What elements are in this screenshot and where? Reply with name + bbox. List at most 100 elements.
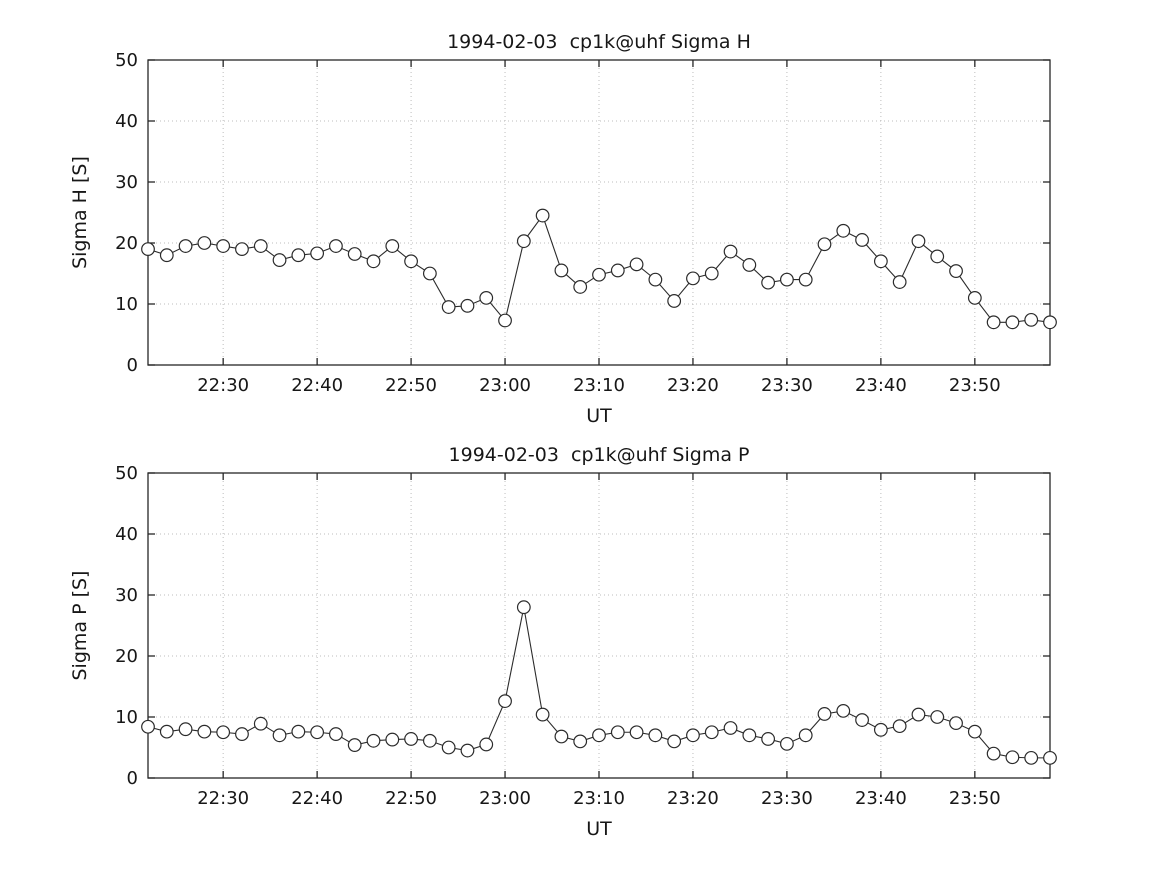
data-point-marker [310,725,325,740]
data-point-marker [141,242,155,257]
data-point-marker [441,300,456,314]
data-point-marker [291,248,306,263]
x-tick-label: 23:00 [479,788,531,809]
data-point-marker [404,732,418,746]
y-tick-label: 0 [127,355,138,376]
x-tick-label: 23:40 [855,375,907,396]
data-point-marker [911,707,926,722]
data-point-marker [855,713,869,727]
data-point-marker [554,263,569,278]
y-tick-label: 10 [115,707,138,728]
x-tick-label: 23:50 [949,375,1001,396]
data-point-marker [404,254,418,269]
y-tick-label: 10 [115,294,138,315]
chart-title: 1994-02-03 cp1k@uhf Sigma P [449,444,750,466]
data-point-marker [235,727,249,741]
data-point-marker [460,743,475,758]
data-point-marker [686,271,700,286]
data-point-marker [441,740,456,755]
data-point-marker [629,257,644,272]
data-point-marker [216,239,231,253]
data-point-marker [704,266,719,281]
data-point-marker [329,239,343,253]
data-point-marker [1043,750,1057,765]
data-point-marker [836,704,851,718]
data-point-marker [235,242,249,257]
x-tick-label: 22:50 [385,788,437,809]
data-point-marker [723,244,738,259]
x-tick-label: 23:00 [479,375,531,396]
data-point-marker [667,294,682,308]
chart-title: 1994-02-03 cp1k@uhf Sigma H [447,31,751,53]
data-point-marker [253,239,268,253]
x-tick-label: 23:10 [573,375,625,396]
data-point-marker [967,291,982,305]
data-point-marker [385,732,400,747]
y-axis-label: Sigma P [S] [69,571,91,681]
data-point-marker [347,738,362,752]
y-tick-label: 40 [115,111,138,132]
data-point-marker [516,234,531,249]
data-point-marker [873,722,888,737]
data-point-marker [1043,315,1057,330]
data-point-marker [1005,315,1020,330]
data-point-marker [573,280,588,294]
data-point-marker [141,719,155,734]
y-tick-label: 20 [115,233,138,254]
data-point-marker [272,728,287,743]
data-point-marker [798,728,813,743]
data-point-marker [366,733,381,748]
data-point-marker [798,272,813,287]
data-point-marker [742,728,757,743]
x-tick-label: 23:20 [667,375,719,396]
data-point-marker [967,724,982,739]
data-point-marker [986,746,1001,761]
data-point-marker [178,722,193,737]
data-point-marker [535,208,550,223]
data-point-marker [648,728,663,743]
data-point-marker [780,736,794,751]
data-point-marker [742,258,757,272]
data-point-marker [329,727,343,741]
data-point-marker [704,725,719,740]
data-point-marker [592,267,606,282]
data-point-marker [422,266,437,281]
x-tick-label: 23:50 [949,788,1001,809]
y-axis-label: Sigma H [S] [69,156,91,269]
data-point-marker [949,264,963,278]
data-point-marker [291,724,306,739]
data-point-marker [554,729,569,744]
y-tick-label: 50 [115,50,138,71]
y-tick-label: 50 [115,463,138,484]
y-tick-label: 20 [115,646,138,667]
data-point-marker [1024,312,1039,327]
x-tick-label: 22:40 [291,375,343,396]
data-point-marker [366,254,381,269]
data-point-marker [253,716,268,731]
x-tick-label: 23:30 [761,375,813,396]
data-point-marker [761,275,776,290]
data-point-marker [422,733,437,748]
data-point-marker [516,600,531,615]
data-point-marker [385,239,400,253]
data-point-marker [347,247,362,261]
data-point-marker [197,724,212,739]
x-axis-label: UT [586,818,612,840]
sigma-p-chart: 22:30 22:40 22:50 23:00 23:10 23:20 23:30 23:40… [69,444,1057,840]
data-point-marker [949,716,963,730]
y-tick-label: 40 [115,524,138,545]
data-point-marker [780,272,794,287]
data-point-marker [498,313,512,328]
x-tick-label: 23:40 [855,788,907,809]
data-point-marker [761,732,776,746]
data-point-marker [610,725,625,740]
data-point-marker [911,234,926,249]
x-axis-label: UT [586,405,612,427]
data-point-marker [817,707,832,721]
x-tick-label: 22:30 [197,375,249,396]
data-point-marker [216,725,231,740]
data-point-marker [855,233,869,247]
data-point-marker [723,721,738,735]
